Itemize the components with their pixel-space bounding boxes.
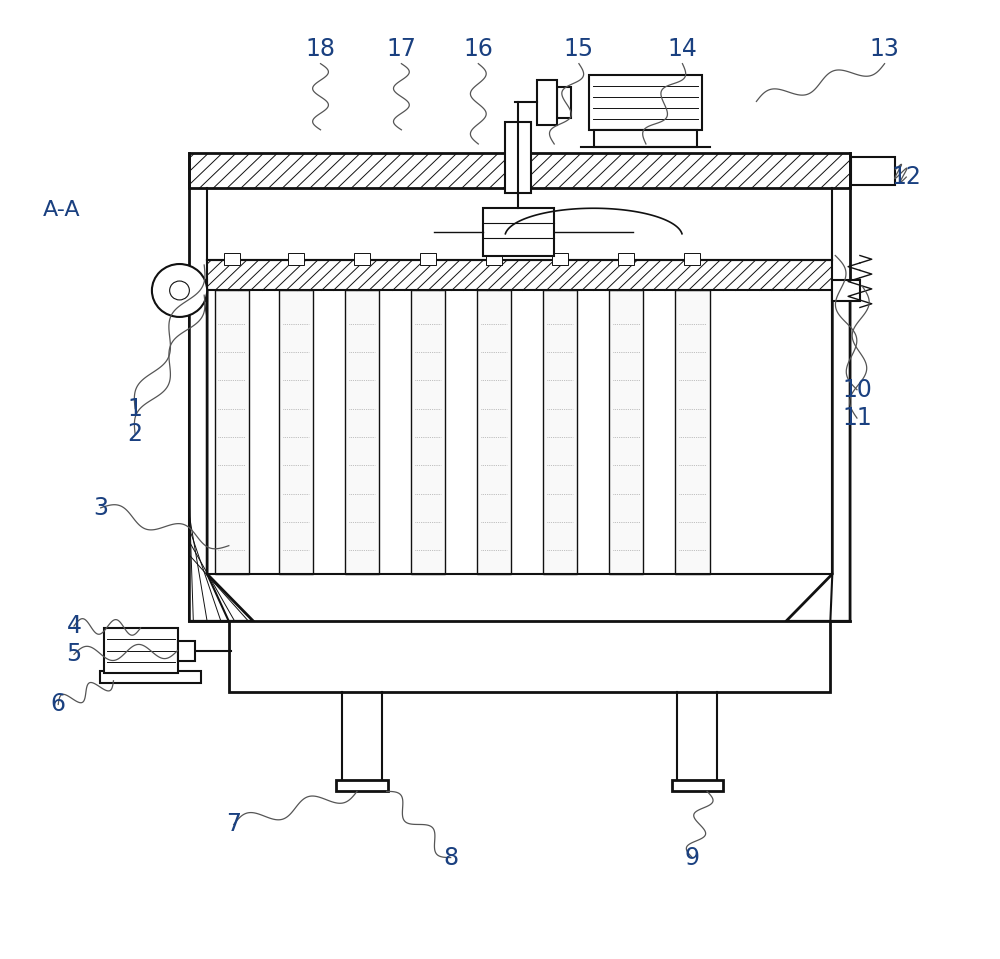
Circle shape: [152, 264, 207, 316]
Polygon shape: [786, 291, 850, 621]
Text: 15: 15: [564, 37, 594, 61]
Text: 6: 6: [51, 692, 66, 716]
Bar: [537, 80, 557, 125]
Text: 1: 1: [128, 397, 143, 421]
Text: 18: 18: [306, 37, 336, 61]
Text: 17: 17: [386, 37, 416, 61]
Bar: [336, 780, 388, 791]
Bar: [279, 291, 313, 574]
Bar: [486, 252, 502, 265]
Bar: [618, 252, 634, 265]
Bar: [420, 252, 436, 265]
Bar: [100, 671, 201, 683]
Circle shape: [170, 281, 189, 300]
Bar: [543, 291, 577, 574]
Bar: [609, 291, 643, 574]
Bar: [207, 260, 832, 291]
Text: 8: 8: [443, 846, 458, 870]
Bar: [477, 291, 511, 574]
Bar: [189, 153, 850, 188]
Bar: [594, 129, 697, 147]
Bar: [505, 122, 531, 193]
Bar: [832, 280, 860, 301]
Bar: [675, 291, 710, 574]
Bar: [288, 252, 304, 265]
Bar: [483, 208, 554, 255]
Bar: [552, 252, 568, 265]
Bar: [215, 291, 249, 574]
Bar: [180, 280, 207, 301]
Bar: [224, 252, 240, 265]
Bar: [589, 75, 702, 129]
Bar: [684, 252, 700, 265]
Text: 9: 9: [685, 846, 700, 870]
Polygon shape: [189, 291, 253, 621]
Text: 7: 7: [226, 812, 241, 836]
Bar: [354, 252, 370, 265]
Bar: [557, 87, 571, 118]
Text: 4: 4: [66, 614, 82, 638]
Bar: [345, 291, 379, 574]
Text: 2: 2: [128, 422, 143, 446]
Bar: [411, 291, 445, 574]
Text: A-A: A-A: [42, 200, 80, 221]
Text: 10: 10: [842, 378, 872, 402]
Text: 12: 12: [891, 165, 921, 189]
Bar: [104, 628, 178, 673]
Text: 3: 3: [93, 496, 108, 520]
Text: 13: 13: [870, 37, 900, 61]
Text: 5: 5: [66, 643, 82, 667]
Bar: [672, 780, 723, 791]
Bar: [851, 157, 895, 185]
Bar: [178, 641, 195, 661]
Text: 11: 11: [842, 406, 872, 430]
Text: 14: 14: [667, 37, 697, 61]
Text: 16: 16: [463, 37, 493, 61]
Bar: [229, 621, 830, 692]
